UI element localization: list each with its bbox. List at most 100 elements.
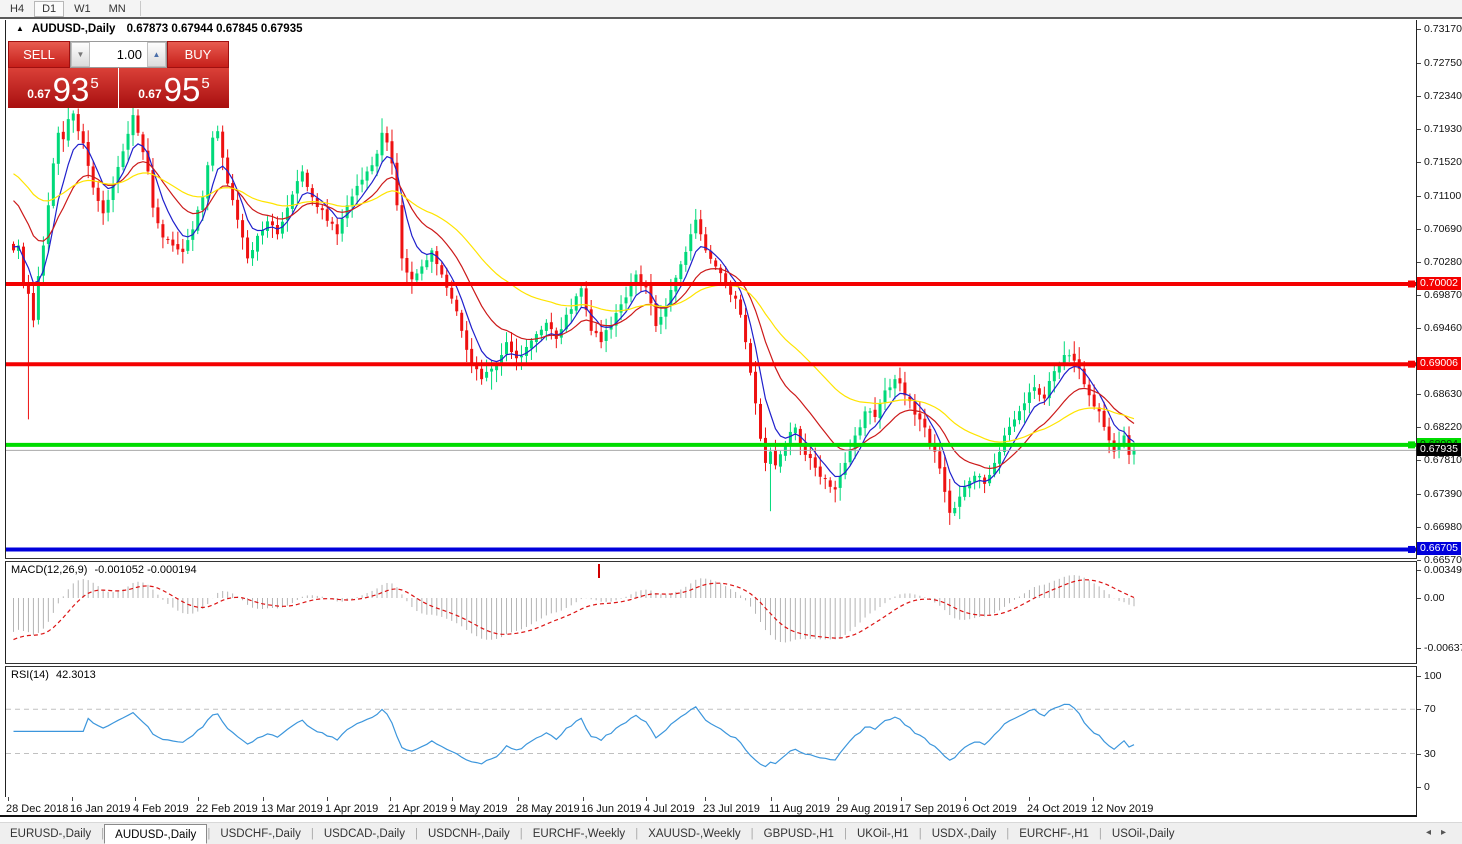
candles <box>12 102 1136 525</box>
tab-ukoil-h1[interactable]: UKOil-,H1 <box>856 827 909 840</box>
rsi-indicator-pane[interactable] <box>6 667 1416 797</box>
timeframe-button-w1[interactable]: W1 <box>74 2 91 15</box>
tab-usoil-daily[interactable]: USOil-,Daily <box>1111 827 1175 840</box>
price-tick-label: 0.69870 <box>1424 288 1462 301</box>
date-tick <box>518 797 519 801</box>
date-tick <box>1029 797 1030 801</box>
tab-gbpusd-h1[interactable]: GBPUSD-,H1 <box>763 827 834 840</box>
price-tick-label: 0.67390 <box>1424 488 1462 501</box>
macd-values: -0.001052 -0.000194 <box>94 564 197 576</box>
price-axis-border <box>1416 20 1417 817</box>
price-tick-label: 0.68220 <box>1424 421 1462 434</box>
tab-separator: | <box>635 827 639 840</box>
date-tick <box>8 797 9 801</box>
toolbar-separator <box>139 1 141 16</box>
date-tick <box>390 797 391 801</box>
tab-usdcnh-daily[interactable]: USDCNH-,Daily <box>427 827 510 840</box>
tab-usdx-daily[interactable]: USDX-,Daily <box>931 827 997 840</box>
date-label: 1 Apr 2019 <box>325 803 379 815</box>
axis-tick <box>1417 527 1421 529</box>
date-tick <box>646 797 647 801</box>
sell-price-pip: 5 <box>90 75 99 92</box>
macd-axis-label: 0.00 <box>1424 592 1445 604</box>
tab-separator: | <box>101 827 105 840</box>
tab-separator: | <box>310 827 314 840</box>
macd-histogram <box>13 575 1135 643</box>
buy-button[interactable]: BUY <box>167 41 229 68</box>
price-divider <box>118 68 119 108</box>
volume-input[interactable] <box>90 42 147 67</box>
date-label: 13 Mar 2019 <box>261 803 323 815</box>
date-label: 12 Nov 2019 <box>1091 803 1154 815</box>
price-tick-label: 0.68630 <box>1424 388 1462 401</box>
sell-price-display[interactable]: 0.67 93 5 <box>8 68 118 108</box>
sell-price-big: 93 <box>52 71 90 108</box>
price-chart-pane[interactable] <box>6 20 1416 558</box>
tab-eurchf-weekly[interactable]: EURCHF-,Weekly <box>532 827 626 840</box>
date-label: 17 Sep 2019 <box>899 803 962 815</box>
date-tick <box>263 797 264 801</box>
sell-button[interactable]: SELL <box>8 41 70 68</box>
volume-spinner: ▼ ▲ <box>70 41 167 68</box>
date-tick <box>838 797 839 801</box>
tab-eurusd-daily[interactable]: EURUSD-,Daily <box>10 827 92 840</box>
macd-axis-label: 0.00349 <box>1424 564 1462 577</box>
tab-separator: | <box>1006 827 1010 840</box>
axis-tick <box>1417 598 1421 599</box>
pane-splitter-macd[interactable] <box>5 558 1459 562</box>
date-tick <box>1093 797 1094 801</box>
date-label: 16 Jan 2019 <box>70 803 131 815</box>
moving-averages <box>13 143 1135 488</box>
timeframe-button-h4[interactable]: H4 <box>10 2 25 15</box>
sell-price-prefix: 0.67 <box>27 87 51 101</box>
chart-title: ▲ AUDUSD-,Daily 0.67873 0.67944 0.67845 … <box>16 23 303 35</box>
rsi-axis-label: 70 <box>1424 703 1436 716</box>
tab-xauusd-weekly[interactable]: XAUUSD-,Weekly <box>648 827 741 840</box>
date-label: 23 Jul 2019 <box>703 803 760 815</box>
axis-tick <box>1417 394 1421 396</box>
tab-usdchf-daily[interactable]: USDCHF-,Daily <box>220 827 301 840</box>
tab-scroll-arrows[interactable]: ◂▸ <box>1425 827 1456 838</box>
axis-tick <box>1417 676 1421 677</box>
date-tick <box>198 797 199 801</box>
rsi-axis-label: 100 <box>1424 670 1442 682</box>
price-tick-label: 0.66980 <box>1424 521 1462 534</box>
tab-eurchf-h1[interactable]: EURCHF-,H1 <box>1019 827 1089 840</box>
rsi-name: RSI(14) <box>11 669 49 681</box>
macd-axis-label: -0.00637 <box>1424 642 1462 655</box>
price-tick-label: 0.70690 <box>1424 222 1462 235</box>
buy-price-big: 95 <box>163 71 201 108</box>
date-label: 29 Aug 2019 <box>836 803 898 815</box>
axis-tick <box>1417 161 1421 163</box>
date-label: 24 Oct 2019 <box>1027 803 1087 815</box>
collapse-triangle-icon[interactable]: ▲ <box>16 24 24 33</box>
price-level-label-0.70002: 0.70002 <box>1417 277 1461 290</box>
macd-indicator-pane[interactable] <box>6 562 1416 663</box>
date-label: 28 Dec 2018 <box>6 803 69 815</box>
buy-price-display[interactable]: 0.67 95 5 <box>119 68 229 108</box>
rsi-axis-label: 30 <box>1424 747 1436 760</box>
tab-usdcad-daily[interactable]: USDCAD-,Daily <box>323 827 405 840</box>
chart-symbol-period: AUDUSD-,Daily <box>31 23 116 35</box>
date-tick <box>583 797 584 801</box>
axis-tick <box>1417 294 1421 296</box>
axis-tick <box>1417 228 1421 230</box>
chart-bottom-border <box>0 815 1462 817</box>
axis-tick <box>1417 62 1421 64</box>
ma-line-16 <box>13 161 1135 470</box>
tab-audusd-daily[interactable]: AUDUSD-,Daily <box>104 823 208 844</box>
price-axis[interactable]: 0.73170 0.72750 0.72340 0.71930 0.71520 0.711… <box>1417 20 1462 817</box>
rsi-line <box>13 703 1135 768</box>
tab-separator: | <box>519 827 523 840</box>
date-label: 21 Apr 2019 <box>388 803 448 815</box>
volume-decrease-icon[interactable]: ▼ <box>71 42 90 67</box>
date-label: 22 Feb 2019 <box>196 803 258 815</box>
timeframe-button-d1[interactable]: D1 <box>34 0 65 17</box>
pane-splitter-rsi[interactable] <box>5 663 1459 667</box>
volume-increase-icon[interactable]: ▲ <box>147 42 166 67</box>
timeframe-button-mn[interactable]: MN <box>108 2 126 15</box>
price-tick-label: 0.69460 <box>1424 321 1462 334</box>
axis-tick <box>1417 427 1421 429</box>
date-axis[interactable]: 28 Dec 2018 16 Jan 2019 4 Feb 2019 22 Feb 2… <box>5 797 1416 817</box>
